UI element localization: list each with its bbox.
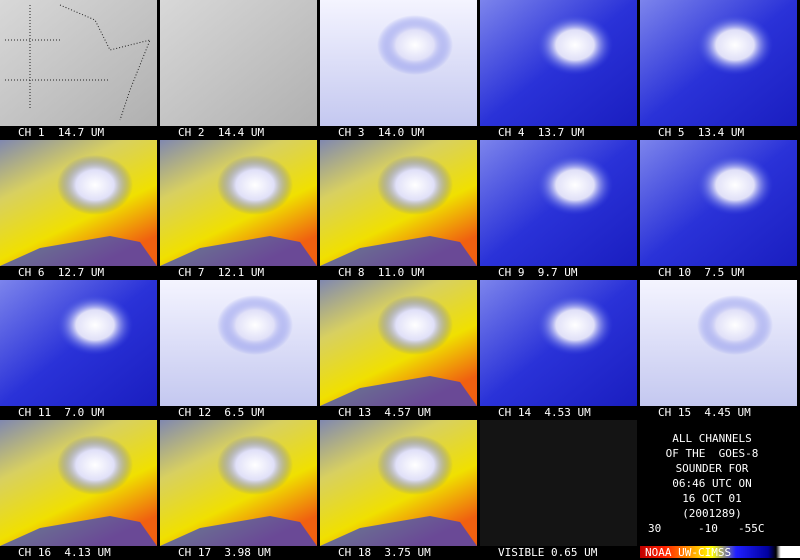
cloud	[377, 15, 453, 75]
panel: CH 2 14.4 UM	[160, 0, 317, 139]
panel: CH 9 9.7 UM	[480, 140, 637, 279]
colorbar-label: -55C	[738, 522, 765, 535]
cloud	[537, 15, 613, 75]
cloud	[697, 155, 773, 215]
color-bar	[640, 546, 800, 558]
cloud	[537, 295, 613, 355]
panel: CH 6 12.7 UM	[0, 140, 157, 279]
panel: CH 3 14.0 UM	[320, 0, 477, 139]
cloud	[57, 295, 133, 355]
panel-caption: CH 18 3.75 UM	[338, 546, 431, 559]
panel-caption: CH 14 4.53 UM	[498, 406, 591, 419]
cloud	[217, 155, 293, 215]
colorbar-label: 30	[648, 522, 661, 535]
panel: CH 15 4.45 UM	[640, 280, 797, 419]
cloud	[697, 15, 773, 75]
panel-caption: CH 3 14.0 UM	[338, 126, 424, 139]
panel: CH 17 3.98 UM	[160, 420, 317, 559]
panel: CH 12 6.5 UM	[160, 280, 317, 419]
info-line: OF THE GOES-8	[666, 447, 759, 460]
cloud	[537, 155, 613, 215]
cloud	[217, 295, 293, 355]
panel-caption: CH 7 12.1 UM	[178, 266, 264, 279]
panel: CH 11 7.0 UM	[0, 280, 157, 419]
panel-caption: CH 6 12.7 UM	[18, 266, 104, 279]
panel-caption: CH 15 4.45 UM	[658, 406, 751, 419]
panel: CH 14 4.53 UM	[480, 280, 637, 419]
panel-caption: CH 5 13.4 UM	[658, 126, 744, 139]
panel-image	[160, 0, 317, 126]
panel-caption: CH 9 9.7 UM	[498, 266, 578, 279]
panel-caption: CH 2 14.4 UM	[178, 126, 264, 139]
cloud	[377, 435, 453, 495]
panel-caption: CH 16 4.13 UM	[18, 546, 111, 559]
map-outline	[5, 4, 151, 121]
panel: CH 5 13.4 UM	[640, 0, 797, 139]
cloud-band	[0, 516, 157, 546]
info-line: 16 OCT 01	[682, 492, 742, 505]
cloud-band	[160, 516, 317, 546]
credit: NOAA UW-CIMSS	[645, 546, 731, 559]
cloud-band	[320, 516, 477, 546]
panel-caption: CH 13 4.57 UM	[338, 406, 431, 419]
cloud-band	[0, 236, 157, 266]
panel: CH 1 14.7 UM	[0, 0, 157, 139]
panel-image	[0, 0, 157, 126]
panel: VISIBLE 0.65 UM	[480, 420, 637, 559]
cloud-band	[320, 376, 477, 406]
panel-caption: CH 10 7.5 UM	[658, 266, 744, 279]
panel: CH 13 4.57 UM	[320, 280, 477, 419]
panel-caption: CH 1 14.7 UM	[18, 126, 104, 139]
cloud	[57, 155, 133, 215]
cloud	[377, 295, 453, 355]
cloud-band	[160, 236, 317, 266]
colorbar-label: -10	[698, 522, 718, 535]
panel-caption: CH 12 6.5 UM	[178, 406, 264, 419]
info-line: ALL CHANNELS	[672, 432, 751, 445]
info-line: 06:46 UTC ON	[672, 477, 751, 490]
info-line: (2001289)	[682, 507, 742, 520]
panel-caption: CH 8 11.0 UM	[338, 266, 424, 279]
panel: CH 10 7.5 UM	[640, 140, 797, 279]
panel-image	[480, 420, 637, 546]
info-block: ALL CHANNELS OF THE GOES-8 SOUNDER FOR 06:4…	[666, 432, 759, 520]
panel-caption: CH 4 13.7 UM	[498, 126, 584, 139]
panel-caption: CH 17 3.98 UM	[178, 546, 271, 559]
cloud-band	[320, 236, 477, 266]
cloud	[57, 435, 133, 495]
cloud	[697, 295, 773, 355]
info-line: SOUNDER FOR	[676, 462, 749, 475]
panel-caption: VISIBLE 0.65 UM	[498, 546, 598, 559]
cloud	[217, 435, 293, 495]
cloud	[377, 155, 453, 215]
panel: CH 8 11.0 UM	[320, 140, 477, 279]
panel: CH 4 13.7 UM	[480, 0, 637, 139]
panel: CH 7 12.1 UM	[160, 140, 317, 279]
panel-caption: CH 11 7.0 UM	[18, 406, 104, 419]
panel: CH 18 3.75 UM	[320, 420, 477, 559]
panel: CH 16 4.13 UM	[0, 420, 157, 559]
